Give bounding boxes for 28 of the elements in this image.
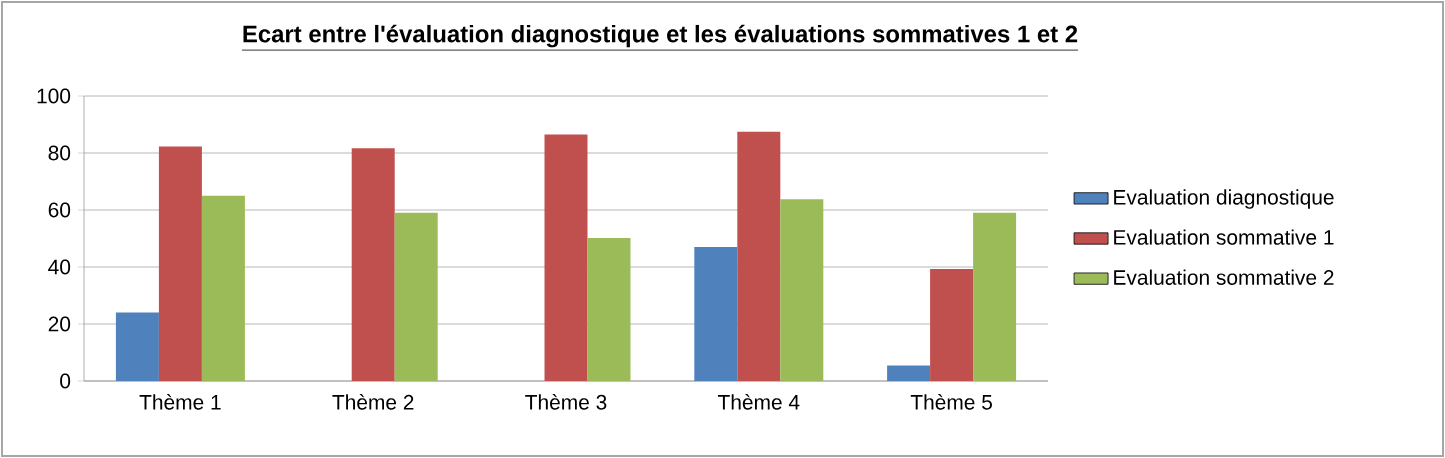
bar (115, 312, 159, 382)
x-tick-label: Thème 3 (525, 394, 607, 410)
y-tick-label: 20 (48, 316, 71, 332)
y-tick-label: 40 (48, 259, 71, 275)
bar (394, 212, 438, 382)
y-tick-label: 0 (60, 373, 71, 389)
bar (737, 131, 781, 382)
bar (780, 199, 824, 382)
bar (694, 247, 738, 382)
legend-label: Evaluation sommative 1 (1114, 229, 1334, 245)
chart-title: Ecart entre l'évaluation diagnostique et les évaluations sommatives 1 et 2 (243, 24, 1078, 48)
x-tick-label: Thème 5 (910, 394, 992, 410)
bar (351, 148, 395, 382)
bar (158, 146, 202, 382)
y-tick-label: 80 (48, 145, 71, 161)
bar (973, 212, 1017, 382)
x-tick-label: Thème 1 (139, 394, 221, 410)
y-tick-label: 100 (37, 88, 71, 104)
bar (544, 134, 588, 382)
bar (587, 237, 631, 382)
y-tick-label: 60 (48, 202, 71, 218)
bar (201, 195, 245, 382)
legend-label: Evaluation diagnostique (1114, 189, 1334, 209)
legend-label: Evaluation sommative 2 (1114, 269, 1334, 285)
bar (930, 269, 974, 382)
x-tick-label: Thème 2 (332, 394, 414, 410)
x-tick-label: Thème 4 (717, 394, 800, 410)
bar (887, 365, 931, 382)
